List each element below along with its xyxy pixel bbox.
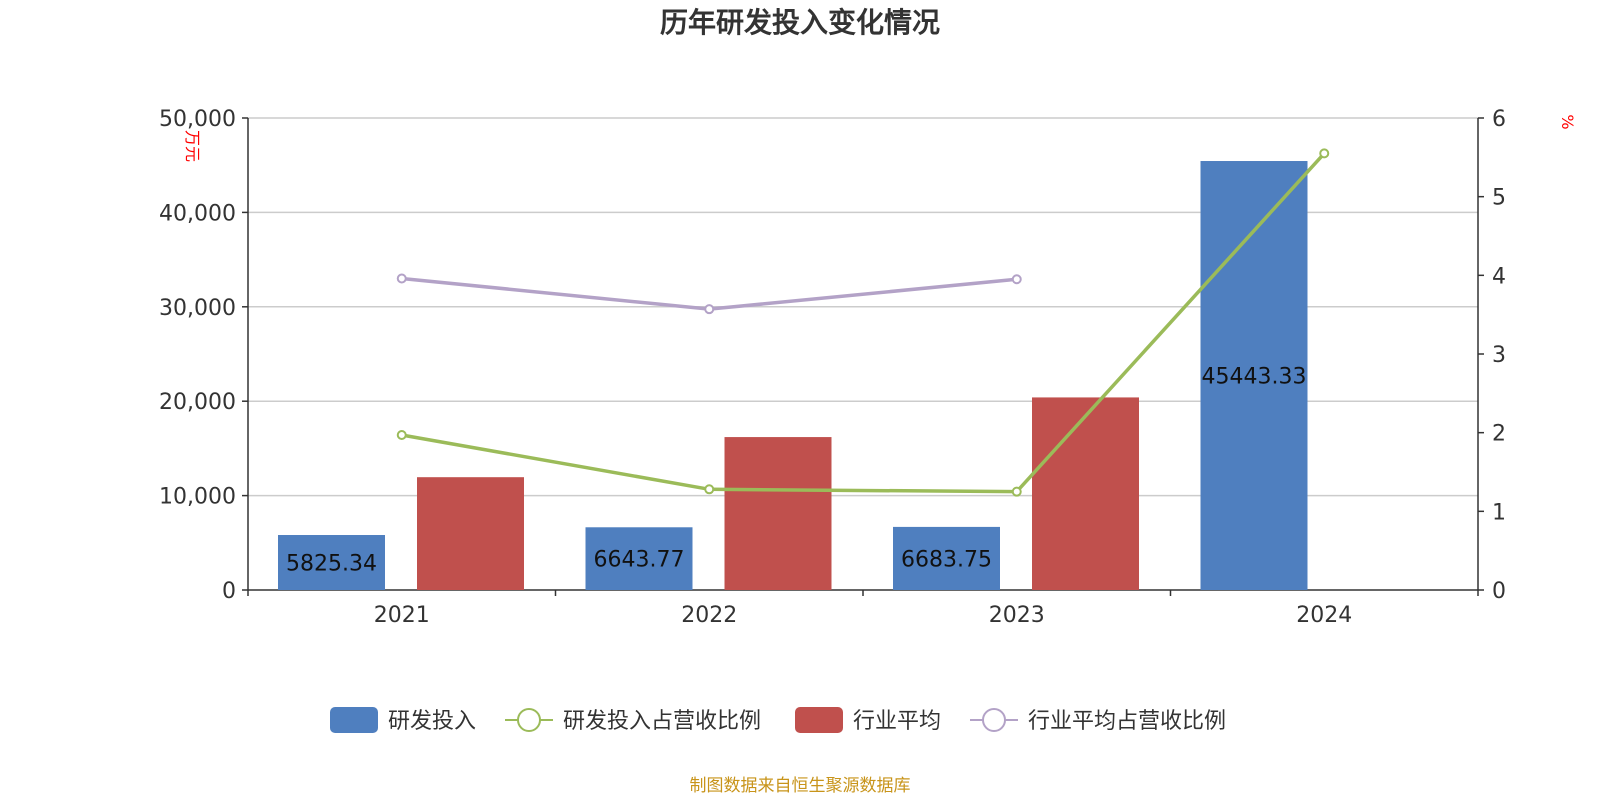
bar-研发投入-2022	[585, 527, 693, 590]
point-行业平均占营收比例	[396, 273, 407, 284]
point-研发投入占营收比例	[396, 430, 407, 441]
right-tick-label: 1	[1492, 500, 1506, 525]
legend: 研发投入 研发投入占营收比例 行业平均 行业平均占营收比例	[330, 707, 1226, 734]
left-tick-label: 50,000	[159, 107, 236, 132]
legend-swatch-行业平均	[795, 707, 843, 733]
data-label: 5825.34	[286, 552, 377, 577]
right-axis-unit: %	[1558, 114, 1577, 129]
legend-label: 行业平均	[853, 709, 941, 734]
right-tick-label: 0	[1492, 579, 1506, 604]
left-tick-label: 40,000	[159, 201, 236, 226]
legend-marker-研发投入占营收比例	[517, 708, 541, 732]
left-tick-label: 0	[222, 579, 236, 604]
bars	[278, 161, 1308, 591]
x-tick-label: 2024	[1296, 603, 1352, 628]
x-tick-label: 2022	[681, 603, 737, 628]
left-tick-label: 10,000	[159, 485, 236, 510]
data-label: 6683.75	[901, 547, 992, 572]
data-label: 6643.77	[594, 548, 685, 573]
legend-label: 研发投入占营收比例	[563, 709, 761, 734]
bar-研发投入-2021	[278, 535, 385, 590]
lines	[396, 148, 1330, 497]
right-tick-label: 6	[1492, 107, 1506, 132]
data-label: 45443.33	[1202, 365, 1307, 390]
legend-swatch-研发投入	[330, 707, 378, 733]
right-tick-label: 5	[1492, 186, 1506, 211]
source-note: 制图数据来自恒生聚源数据库	[690, 776, 911, 796]
chart-title: 历年研发投入变化情况	[660, 6, 940, 39]
legend-label: 行业平均占营收比例	[1028, 709, 1226, 734]
bar-行业平均-2023	[1032, 397, 1139, 590]
right-tick-label: 3	[1492, 343, 1506, 368]
point-行业平均占营收比例	[704, 304, 715, 315]
right-axis-ticks: 0 1 2 3 4 5 6	[1478, 107, 1506, 604]
line-研发投入占营收比例	[401, 152, 1326, 494]
data-labels: 5825.34 6643.77 6683.75 45443.33	[286, 365, 1306, 577]
legend-label: 研发投入	[388, 709, 476, 734]
bar-行业平均-2021	[417, 477, 524, 590]
point-研发投入占营收比例	[704, 484, 715, 495]
left-axis-unit: 万元	[183, 130, 202, 162]
left-axis-ticks: 0 10,000 20,000 30,000 40,000 50,000	[159, 107, 248, 604]
left-tick-label: 30,000	[159, 296, 236, 321]
left-tick-label: 20,000	[159, 390, 236, 415]
right-tick-label: 4	[1492, 264, 1506, 289]
point-行业平均占营收比例	[1011, 274, 1022, 285]
x-axis-ticks: 2021 2022 2023 2024	[374, 603, 1353, 628]
right-tick-label: 2	[1492, 422, 1506, 447]
point-研发投入占营收比例	[1011, 486, 1022, 497]
bar-行业平均-2022	[724, 437, 832, 590]
point-研发投入占营收比例	[1319, 148, 1330, 159]
bar-研发投入-2023	[893, 526, 1000, 590]
x-tick-label: 2021	[374, 603, 430, 628]
legend-marker-行业平均占营收比例	[982, 708, 1006, 732]
x-tick-label: 2023	[989, 603, 1045, 628]
